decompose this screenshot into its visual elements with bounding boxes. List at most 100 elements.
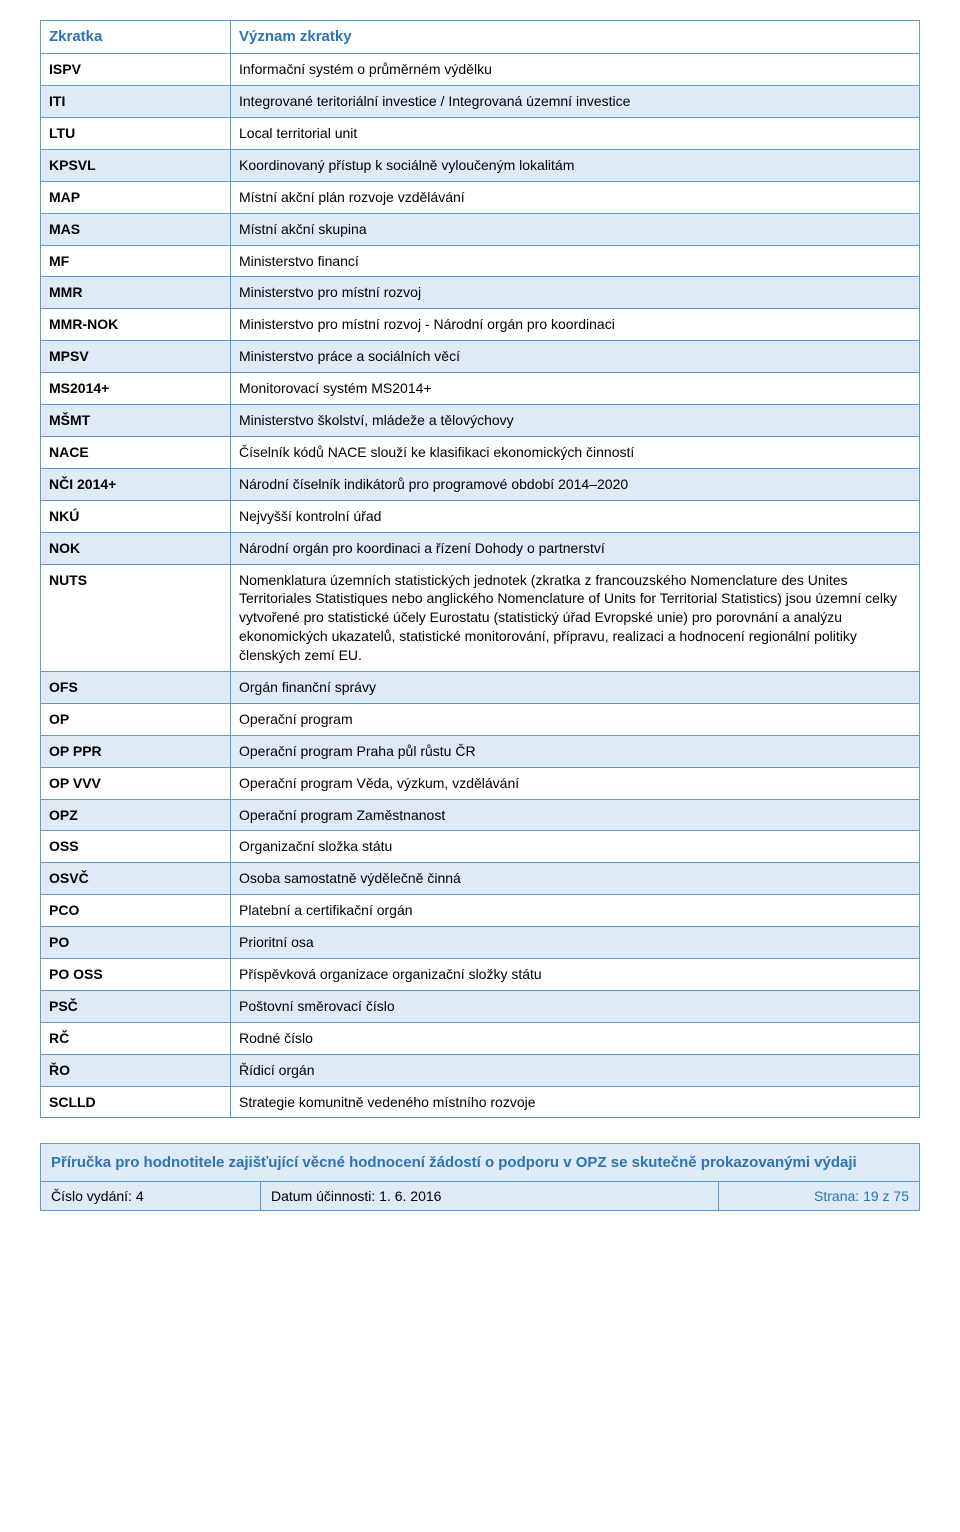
abbr-cell: NČI 2014+ [41,468,231,500]
meaning-cell: Ministerstvo školství, mládeže a tělovýc… [231,405,920,437]
table-row: ITIIntegrované teritoriální investice / … [41,86,920,118]
table-row: PSČPoštovní směrovací číslo [41,990,920,1022]
abbr-cell: ISPV [41,54,231,86]
footer-title: Příručka pro hodnotitele zajišťující věc… [41,1144,919,1182]
abbr-cell: PCO [41,895,231,927]
abbr-cell: OFS [41,671,231,703]
meaning-cell: Koordinovaný přístup k sociálně vyloučen… [231,149,920,181]
header-abbr: Zkratka [41,21,231,54]
document-footer: Příručka pro hodnotitele zajišťující věc… [40,1143,920,1211]
footer-issue: Číslo vydání: 4 [41,1182,261,1210]
abbr-cell: NOK [41,532,231,564]
table-row: PCOPlatební a certifikační orgán [41,895,920,927]
abbr-cell: OSVČ [41,863,231,895]
meaning-cell: Informační systém o průměrném výdělku [231,54,920,86]
meaning-cell: Nomenklatura územních statistických jedn… [231,564,920,671]
table-row: MS2014+Monitorovací systém MS2014+ [41,373,920,405]
table-row: NKÚNejvyšší kontrolní úřad [41,500,920,532]
abbr-cell: MAS [41,213,231,245]
abbr-cell: OP VVV [41,767,231,799]
abbr-cell: NUTS [41,564,231,671]
abbr-cell: MPSV [41,341,231,373]
meaning-cell: Organizační složka státu [231,831,920,863]
table-header-row: Zkratka Význam zkratky [41,21,920,54]
abbr-cell: LTU [41,118,231,150]
table-row: OPZOperační program Zaměstnanost [41,799,920,831]
meaning-cell: Národní číselník indikátorů pro programo… [231,468,920,500]
abbr-cell: KPSVL [41,149,231,181]
abbr-cell: NACE [41,436,231,468]
table-row: PO OSSPříspěvková organizace organizační… [41,958,920,990]
table-row: RČRodné číslo [41,1022,920,1054]
abbr-cell: MF [41,245,231,277]
table-row: MŠMTMinisterstvo školství, mládeže a těl… [41,405,920,437]
meaning-cell: Platební a certifikační orgán [231,895,920,927]
table-row: LTULocal territorial unit [41,118,920,150]
footer-page: Strana: 19 z 75 [719,1182,919,1210]
abbr-cell: PO OSS [41,958,231,990]
abbr-cell: OP PPR [41,735,231,767]
abbr-cell: NKÚ [41,500,231,532]
meaning-cell: Místní akční plán rozvoje vzdělávání [231,181,920,213]
abbr-cell: PSČ [41,990,231,1022]
footer-info-row: Číslo vydání: 4 Datum účinnosti: 1. 6. 2… [41,1182,919,1210]
abbr-cell: OPZ [41,799,231,831]
meaning-cell: Ministerstvo pro místní rozvoj [231,277,920,309]
table-row: NUTSNomenklatura územních statistických … [41,564,920,671]
table-row: MASMístní akční skupina [41,213,920,245]
meaning-cell: Local territorial unit [231,118,920,150]
meaning-cell: Operační program Praha půl růstu ČR [231,735,920,767]
meaning-cell: Osoba samostatně výdělečně činná [231,863,920,895]
table-row: OSVČOsoba samostatně výdělečně činná [41,863,920,895]
table-row: MFMinisterstvo financí [41,245,920,277]
footer-date: Datum účinnosti: 1. 6. 2016 [261,1182,719,1210]
meaning-cell: Strategie komunitně vedeného místního ro… [231,1086,920,1118]
table-row: ISPVInformační systém o průměrném výdělk… [41,54,920,86]
meaning-cell: Ministerstvo financí [231,245,920,277]
table-row: MMR-NOKMinisterstvo pro místní rozvoj - … [41,309,920,341]
abbr-cell: ITI [41,86,231,118]
meaning-cell: Prioritní osa [231,927,920,959]
table-row: KPSVLKoordinovaný přístup k sociálně vyl… [41,149,920,181]
meaning-cell: Ministerstvo práce a sociálních věcí [231,341,920,373]
table-row: NČI 2014+Národní číselník indikátorů pro… [41,468,920,500]
meaning-cell: Orgán finanční správy [231,671,920,703]
meaning-cell: Integrované teritoriální investice / Int… [231,86,920,118]
meaning-cell: Operační program Věda, výzkum, vzděláván… [231,767,920,799]
meaning-cell: Řídicí orgán [231,1054,920,1086]
table-row: SCLLDStrategie komunitně vedeného místní… [41,1086,920,1118]
meaning-cell: Nejvyšší kontrolní úřad [231,500,920,532]
abbreviations-table: Zkratka Význam zkratky ISPVInformační sy… [40,20,920,1118]
table-row: OPOperační program [41,703,920,735]
table-row: NOKNárodní orgán pro koordinaci a řízení… [41,532,920,564]
abbr-cell: SCLLD [41,1086,231,1118]
table-row: MPSVMinisterstvo práce a sociálních věcí [41,341,920,373]
meaning-cell: Monitorovací systém MS2014+ [231,373,920,405]
table-row: OFSOrgán finanční správy [41,671,920,703]
meaning-cell: Místní akční skupina [231,213,920,245]
meaning-cell: Poštovní směrovací číslo [231,990,920,1022]
table-row: POPrioritní osa [41,927,920,959]
abbr-cell: PO [41,927,231,959]
abbr-cell: MŠMT [41,405,231,437]
meaning-cell: Číselník kódů NACE slouží ke klasifikaci… [231,436,920,468]
header-meaning: Význam zkratky [231,21,920,54]
table-row: NACEČíselník kódů NACE slouží ke klasifi… [41,436,920,468]
abbr-cell: MMR-NOK [41,309,231,341]
meaning-cell: Národní orgán pro koordinaci a řízení Do… [231,532,920,564]
table-row: MMRMinisterstvo pro místní rozvoj [41,277,920,309]
abbr-cell: OSS [41,831,231,863]
table-row: MAPMístní akční plán rozvoje vzdělávání [41,181,920,213]
meaning-cell: Ministerstvo pro místní rozvoj - Národní… [231,309,920,341]
table-row: OP VVVOperační program Věda, výzkum, vzd… [41,767,920,799]
abbr-cell: MMR [41,277,231,309]
meaning-cell: Operační program Zaměstnanost [231,799,920,831]
meaning-cell: Operační program [231,703,920,735]
table-row: ŘOŘídicí orgán [41,1054,920,1086]
abbr-cell: MS2014+ [41,373,231,405]
abbr-cell: OP [41,703,231,735]
abbr-cell: RČ [41,1022,231,1054]
abbr-cell: ŘO [41,1054,231,1086]
table-row: OSSOrganizační složka státu [41,831,920,863]
table-row: OP PPROperační program Praha půl růstu Č… [41,735,920,767]
